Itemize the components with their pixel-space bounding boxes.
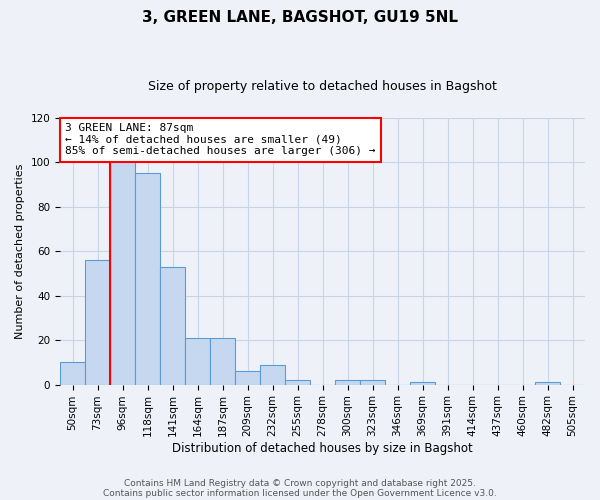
Bar <box>135 174 160 384</box>
Bar <box>110 160 135 384</box>
Text: Contains HM Land Registry data © Crown copyright and database right 2025.: Contains HM Land Registry data © Crown c… <box>124 478 476 488</box>
Title: Size of property relative to detached houses in Bagshot: Size of property relative to detached ho… <box>148 80 497 93</box>
Y-axis label: Number of detached properties: Number of detached properties <box>15 164 25 339</box>
Bar <box>260 364 285 384</box>
Bar <box>335 380 360 384</box>
Bar <box>60 362 85 384</box>
Bar <box>285 380 310 384</box>
Text: 3 GREEN LANE: 87sqm
← 14% of detached houses are smaller (49)
85% of semi-detach: 3 GREEN LANE: 87sqm ← 14% of detached ho… <box>65 123 376 156</box>
X-axis label: Distribution of detached houses by size in Bagshot: Distribution of detached houses by size … <box>172 442 473 455</box>
Bar <box>85 260 110 384</box>
Bar <box>185 338 210 384</box>
Bar <box>235 372 260 384</box>
Bar <box>210 338 235 384</box>
Text: 3, GREEN LANE, BAGSHOT, GU19 5NL: 3, GREEN LANE, BAGSHOT, GU19 5NL <box>142 10 458 25</box>
Bar <box>535 382 560 384</box>
Bar <box>360 380 385 384</box>
Text: Contains public sector information licensed under the Open Government Licence v3: Contains public sector information licen… <box>103 488 497 498</box>
Bar <box>410 382 435 384</box>
Bar <box>160 267 185 384</box>
